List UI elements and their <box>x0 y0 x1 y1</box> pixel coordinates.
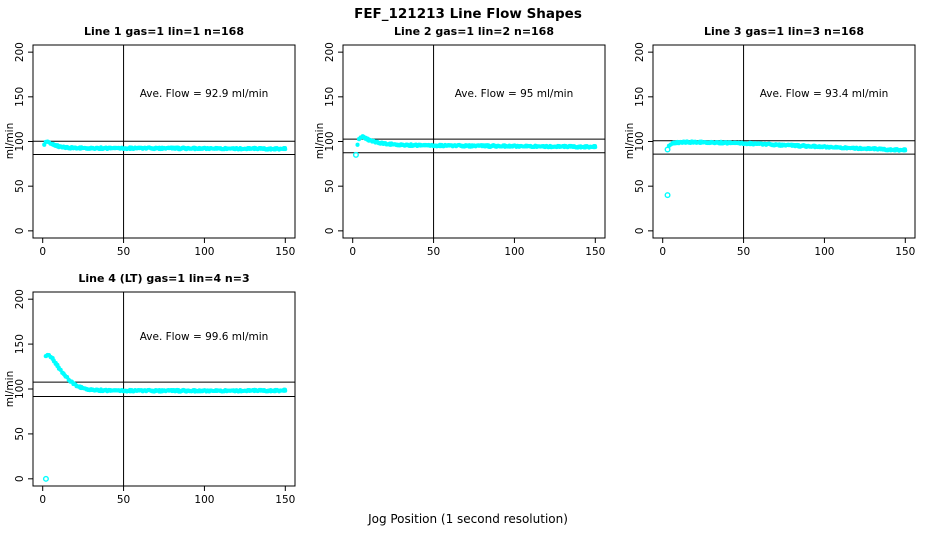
panel-3-y-axis-label: ml/min <box>624 122 636 160</box>
panel-1-annotation: Ave. Flow = 92.9 ml/min <box>139 88 269 100</box>
panel-2-title: Line 2 gas=1 lin=2 n=168 <box>393 25 554 38</box>
panel-1-y-axis-label: ml/min <box>4 122 16 160</box>
x-tick-label: 50 <box>117 494 130 506</box>
y-tick-label: 200 <box>14 42 26 62</box>
x-tick-label: 50 <box>427 246 440 258</box>
x-tick-label: 50 <box>737 246 750 258</box>
panel-4-y-axis-label: ml/min <box>4 370 16 408</box>
x-tick-label: 150 <box>275 494 295 506</box>
panel-4-plot: 0 50 100 150 0 50 100 150 200 <box>14 289 296 506</box>
panel-4-annotation: Ave. Flow = 99.6 ml/min <box>139 331 269 343</box>
flow-point <box>903 148 908 153</box>
y-tick-label: 100 <box>324 131 336 151</box>
y-tick-label: 100 <box>14 379 26 399</box>
x-tick-label: 50 <box>117 246 130 258</box>
x-tick-label: 100 <box>194 494 214 506</box>
y-tick-label: 150 <box>14 87 26 107</box>
y-tick-label: 50 <box>324 179 336 192</box>
outlier-point <box>42 475 49 482</box>
flow-point <box>283 388 288 393</box>
y-tick-label: 150 <box>14 334 26 354</box>
panel-1-plot: 0 50 100 150 0 50 100 150 200 <box>14 42 296 258</box>
x-tick-label: 150 <box>895 246 915 258</box>
x-tick-label: 100 <box>194 246 214 258</box>
panel-2-annotation: Ave. Flow = 95 ml/min <box>454 88 574 100</box>
x-tick-label: 150 <box>275 246 295 258</box>
panel-1-title: Line 1 gas=1 lin=1 n=168 <box>83 25 244 38</box>
y-tick-label: 0 <box>324 228 336 235</box>
y-tick-label: 150 <box>324 87 336 107</box>
x-tick-label: 0 <box>39 246 46 258</box>
y-tick-label: 50 <box>14 179 26 192</box>
outlier-point <box>664 192 671 199</box>
outlier-point <box>352 151 359 158</box>
flow-point <box>283 147 288 152</box>
y-tick-label: 50 <box>14 427 26 440</box>
x-tick-label: 150 <box>585 246 605 258</box>
y-tick-label: 200 <box>634 42 646 62</box>
y-tick-label: 0 <box>634 228 646 235</box>
flow-point <box>593 145 598 150</box>
y-tick-label: 0 <box>14 228 26 235</box>
x-tick-label: 100 <box>504 246 524 258</box>
figure-title: FEF_121213 Line Flow Shapes <box>354 6 582 22</box>
y-tick-label: 100 <box>634 131 646 151</box>
y-tick-label: 150 <box>634 87 646 107</box>
x-tick-label: 0 <box>349 246 356 258</box>
y-tick-label: 200 <box>324 42 336 62</box>
panel-2-y-axis-label: ml/min <box>314 122 326 160</box>
outlier-point <box>664 146 671 153</box>
flow-point <box>42 142 47 147</box>
panel-3-title: Line 3 gas=1 lin=3 n=168 <box>703 25 864 38</box>
y-tick-label: 50 <box>634 179 646 192</box>
flow-point <box>355 142 360 147</box>
panel-4-title: Line 4 (LT) gas=1 lin=4 n=3 <box>78 272 250 285</box>
x-tick-label: 0 <box>39 494 46 506</box>
y-tick-label: 0 <box>14 475 26 482</box>
y-tick-label: 200 <box>14 289 26 309</box>
panel-3-annotation: Ave. Flow = 93.4 ml/min <box>759 88 889 100</box>
panel-3-plot: 0 50 100 150 0 50 100 150 200 <box>634 42 916 258</box>
y-tick-label: 100 <box>14 131 26 151</box>
x-axis-label: Jog Position (1 second resolution) <box>368 512 568 526</box>
panel-2-plot: 0 50 100 150 0 50 100 150 200 <box>324 42 606 258</box>
x-tick-label: 0 <box>659 246 666 258</box>
x-tick-label: 100 <box>814 246 834 258</box>
